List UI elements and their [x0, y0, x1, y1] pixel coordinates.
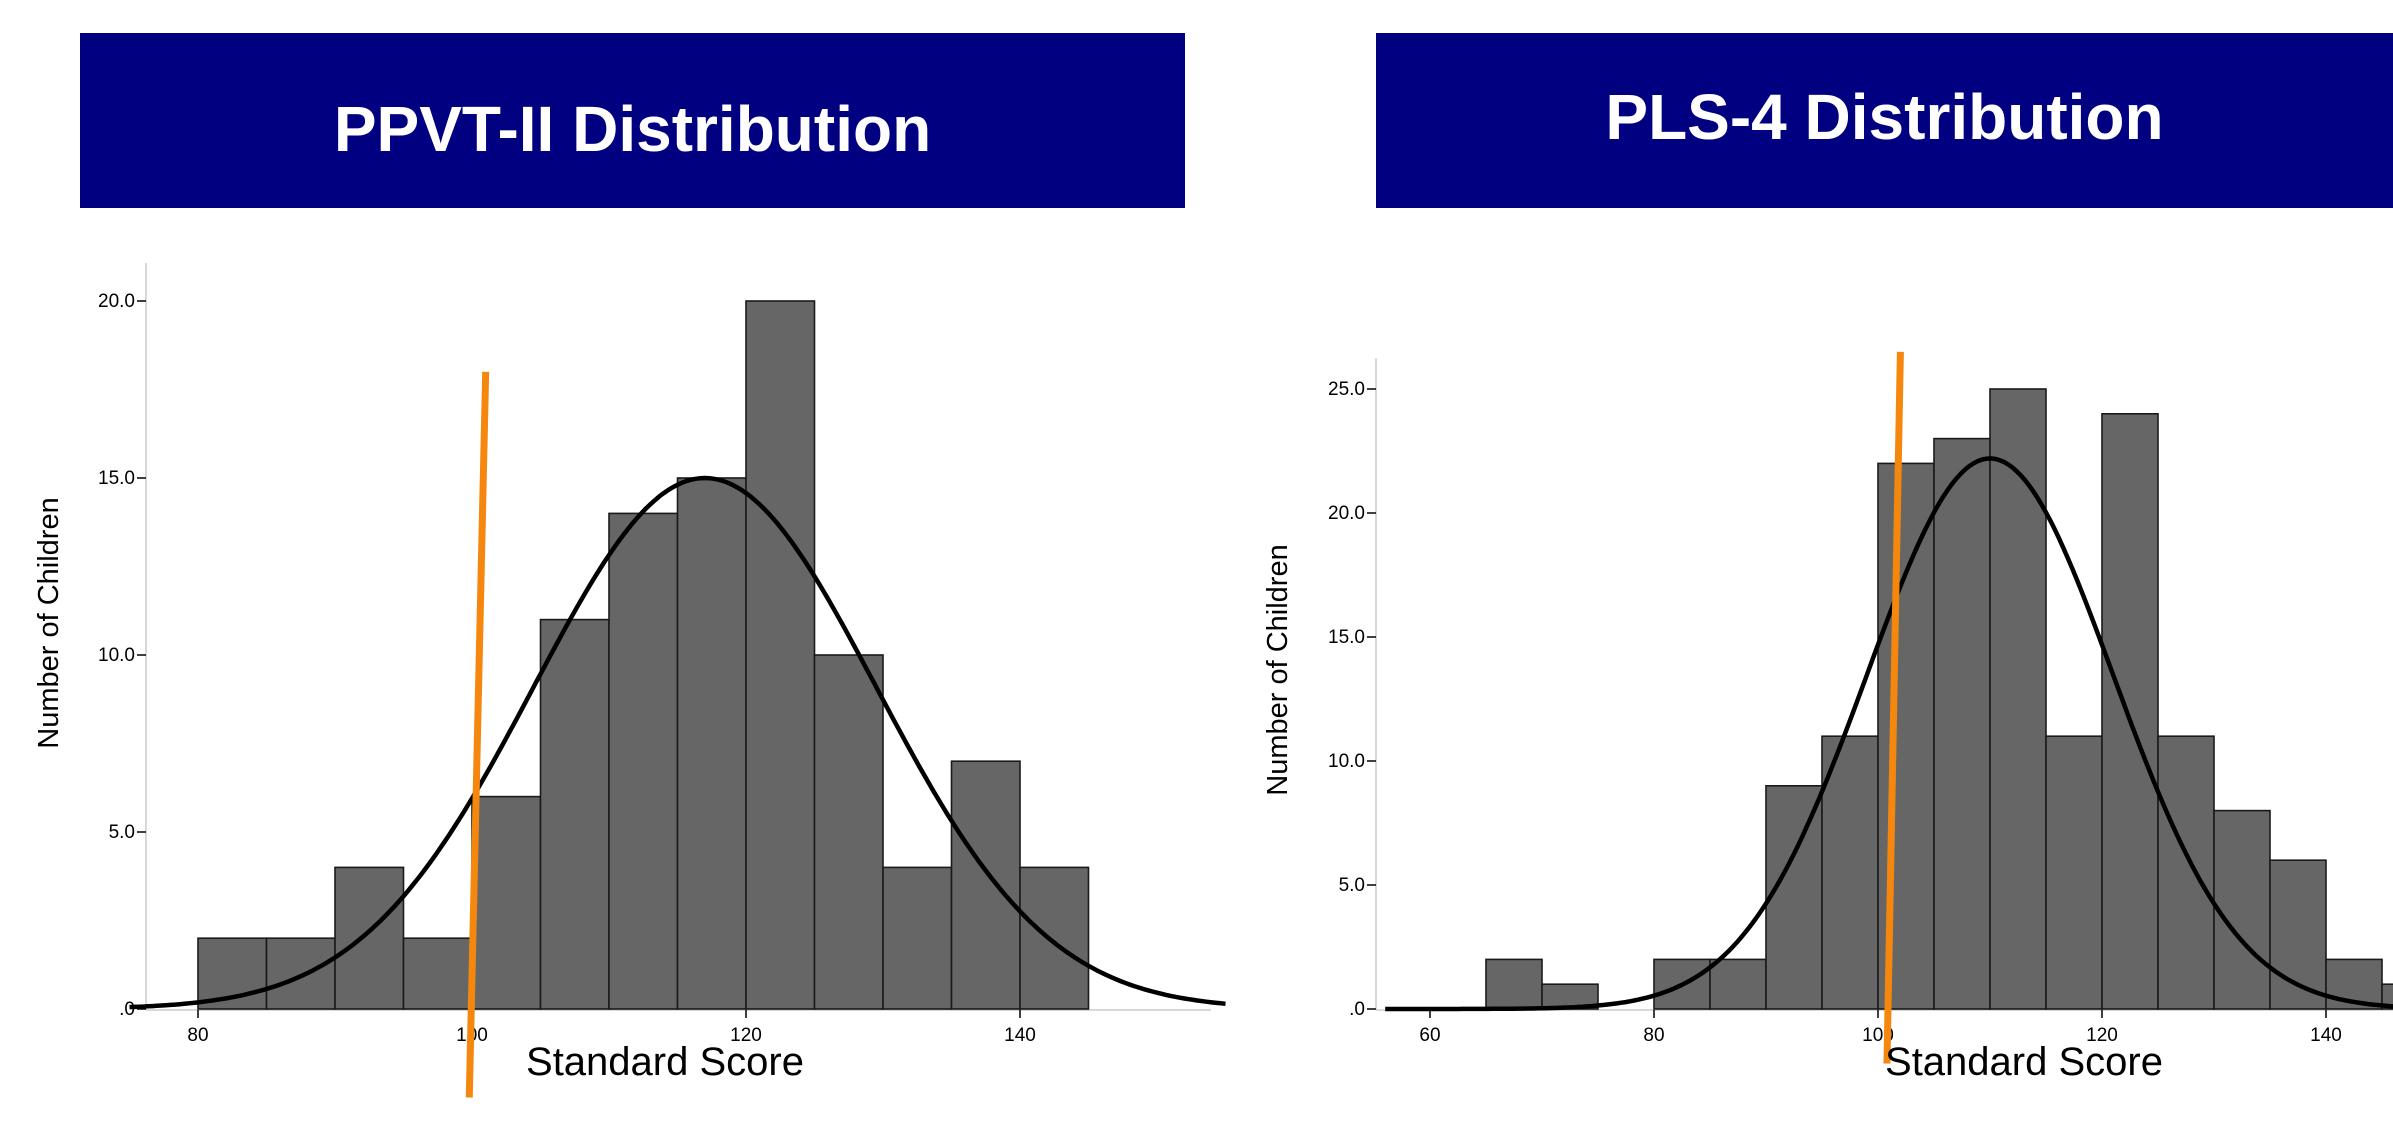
pls-xtick-label-140: 140: [2310, 1025, 2342, 1046]
ppvt-x-axis-title: Standard Score: [526, 1040, 804, 1084]
ppvt-bar-110: [608, 512, 679, 1010]
ppvt-marker-line: [465, 371, 490, 1098]
pls-y-axis-title: Number of Children: [1262, 544, 1294, 795]
ppvt-bar-85: [265, 937, 336, 1010]
ppvt-xtick-label-120: 120: [730, 1025, 762, 1046]
ppvt-bar-105: [539, 618, 610, 1010]
ppvt-bar-115: [676, 477, 747, 1010]
ppvt-xtick-label-140: 140: [1004, 1025, 1036, 1046]
ppvt-bar-140: [1019, 866, 1090, 1010]
pls-ytick-label-20: 20.0: [1328, 503, 1365, 524]
pls-bar-125: [2157, 735, 2215, 1010]
pls-x-axis-title: Standard Score: [1885, 1040, 2163, 1084]
pls-bar-90: [1765, 784, 1823, 1010]
ppvt-bar-125: [813, 654, 884, 1010]
ppvt-ytick-label-5: 5.0: [109, 822, 135, 843]
pls-xtick-label-60: 60: [1419, 1025, 1440, 1046]
pls-bar-105: [1933, 437, 1991, 1010]
pls-ytick-label-25: 25.0: [1328, 379, 1365, 400]
ppvt-bar-120: [745, 300, 816, 1010]
ppvt-bar-100: [471, 795, 542, 1010]
ppvt-bar-95: [402, 937, 473, 1010]
pls-bar-130: [2213, 809, 2271, 1010]
pls-bar-145: [2381, 983, 2393, 1010]
ppvt-xtick-label-80: 80: [187, 1025, 208, 1046]
banner-ppvt: PPVT-II Distribution: [80, 33, 1185, 208]
pls-bar-120: [2101, 412, 2159, 1010]
pls-normal-curve: [1385, 456, 2393, 1012]
banner-pls-title: PLS-4 Distribution: [1605, 80, 2164, 153]
pls-histogram: .05.010.015.020.025.060 80 100 120 140Standa…: [1262, 351, 2393, 1084]
pls-bar-110: [1989, 388, 2047, 1010]
banner-pls: PLS-4 Distribution: [1376, 33, 2393, 208]
ppvt-ytick-label-10: 10.0: [98, 645, 135, 666]
pls-xtick-label-80: 80: [1643, 1025, 1664, 1046]
ppvt-bar-130: [882, 866, 953, 1010]
ppvt-ytick-label-20: 20.0: [98, 291, 135, 312]
ppvt-ytick-label-0: .0: [119, 999, 135, 1020]
pls-bar-115: [2045, 735, 2103, 1010]
ppvt-normal-curve: [129, 475, 1226, 1010]
pls-ytick-label-15: 15.0: [1328, 627, 1365, 648]
pls-bar-95: [1821, 735, 1879, 1010]
pls-ytick-label-5: 5.0: [1339, 875, 1365, 896]
pls-xtick-label-120: 120: [2086, 1025, 2118, 1046]
pls-ytick-label-0: .0: [1349, 999, 1365, 1020]
pls-bar-65: [1485, 958, 1543, 1010]
ppvt-y-axis-title: Number of Children: [33, 497, 65, 748]
pls-bar-85: [1709, 958, 1767, 1010]
banner-ppvt-title: PPVT-II Distribution: [333, 92, 932, 165]
pls-ytick-label-10: 10.0: [1328, 751, 1365, 772]
ppvt-ytick-label-15: 15.0: [98, 468, 135, 489]
ppvt-bar-90: [334, 866, 405, 1010]
pls-marker-line: [1883, 351, 1904, 1064]
ppvt-bar-135: [950, 760, 1021, 1010]
